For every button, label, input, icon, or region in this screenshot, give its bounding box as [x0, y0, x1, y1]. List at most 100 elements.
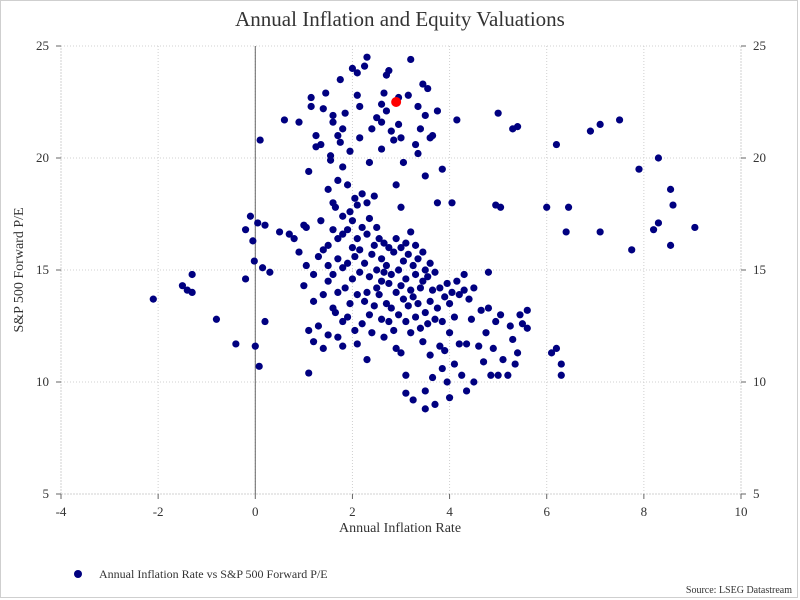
- data-point: [188, 270, 196, 279]
- data-point: [399, 158, 408, 167]
- data-point: [426, 351, 434, 359]
- data-point: [392, 288, 400, 296]
- data-point: [305, 326, 313, 335]
- data-point: [363, 199, 371, 207]
- data-point: [414, 300, 422, 308]
- data-point: [375, 291, 383, 299]
- data-point: [431, 315, 439, 323]
- data-point: [496, 203, 505, 211]
- data-point: [261, 317, 269, 326]
- data-point: [261, 221, 269, 229]
- data-point: [212, 315, 221, 323]
- y-tick-label: 25: [36, 38, 49, 53]
- data-point: [411, 270, 420, 279]
- data-point: [426, 297, 434, 305]
- y-tick-label: 10: [36, 374, 49, 389]
- data-point: [334, 288, 342, 296]
- data-point: [343, 313, 352, 321]
- data-point: [424, 84, 432, 93]
- x-tick-label: -4: [56, 504, 67, 519]
- data-point: [666, 185, 675, 193]
- data-point: [436, 342, 444, 350]
- data-point: [462, 340, 471, 348]
- data-point: [348, 64, 357, 72]
- data-point: [329, 270, 337, 279]
- data-point: [250, 257, 258, 265]
- data-point: [496, 311, 505, 319]
- data-point: [358, 320, 366, 328]
- y-tick-label-right: 25: [753, 38, 766, 53]
- data-point: [346, 208, 354, 216]
- data-point: [385, 279, 393, 288]
- data-point: [353, 235, 361, 243]
- data-point: [377, 145, 386, 153]
- data-point: [351, 326, 359, 335]
- data-point: [443, 378, 451, 386]
- data-point: [482, 329, 490, 337]
- data-point: [557, 360, 565, 368]
- data-point: [421, 172, 429, 180]
- data-point: [506, 322, 514, 330]
- data-point: [312, 132, 320, 140]
- data-point: [351, 194, 359, 202]
- data-point: [402, 317, 410, 326]
- data-point: [596, 228, 604, 236]
- data-point: [397, 244, 405, 252]
- data-point: [365, 214, 374, 223]
- data-point: [360, 297, 369, 305]
- data-point: [404, 302, 412, 310]
- data-point: [360, 259, 369, 267]
- data-point: [445, 300, 454, 308]
- data-point: [523, 306, 531, 314]
- data-point: [324, 331, 332, 339]
- data-point: [487, 371, 495, 379]
- data-point: [411, 241, 420, 249]
- data-point: [309, 270, 318, 279]
- data-point: [249, 237, 257, 245]
- y-tick-label: 20: [36, 150, 49, 165]
- data-point: [246, 212, 255, 220]
- data-point: [314, 252, 323, 261]
- data-point: [290, 235, 298, 243]
- data-point: [351, 252, 359, 261]
- data-point: [467, 315, 476, 323]
- data-point: [445, 329, 454, 337]
- data-point: [547, 349, 556, 357]
- data-point: [433, 304, 442, 312]
- data-point: [385, 317, 393, 326]
- axes: -4 -2 0 2 4 6 8 10 5 5 10 10 15 15 20 20 25 25: [36, 38, 766, 519]
- data-point: [324, 241, 332, 249]
- y-tick-label-right: 20: [753, 150, 766, 165]
- chart-title: Annual Inflation and Equity Valuations: [235, 7, 565, 31]
- data-point: [307, 102, 315, 111]
- data-point: [178, 282, 187, 290]
- data-point: [339, 317, 347, 326]
- data-point: [392, 181, 400, 189]
- data-point: [424, 320, 432, 328]
- highlight-point: [391, 97, 402, 107]
- data-point: [305, 369, 313, 377]
- data-point: [479, 358, 488, 366]
- data-point: [431, 268, 439, 276]
- data-point: [419, 248, 427, 256]
- data-point: [382, 107, 391, 115]
- data-point: [348, 244, 357, 252]
- data-point: [377, 277, 386, 285]
- data-point: [414, 149, 422, 158]
- data-point: [343, 226, 352, 234]
- data-point: [421, 308, 429, 317]
- data-point: [380, 333, 388, 341]
- data-point: [470, 378, 478, 386]
- data-point: [339, 125, 347, 133]
- data-point: [295, 248, 303, 256]
- data-point: [409, 261, 417, 270]
- data-point: [353, 91, 361, 99]
- data-point: [499, 356, 507, 364]
- data-point: [343, 181, 352, 189]
- data-point: [334, 132, 342, 140]
- data-point: [448, 199, 456, 207]
- data-point: [523, 324, 531, 332]
- data-point: [373, 266, 381, 274]
- data-point: [363, 53, 371, 61]
- data-point: [392, 344, 400, 352]
